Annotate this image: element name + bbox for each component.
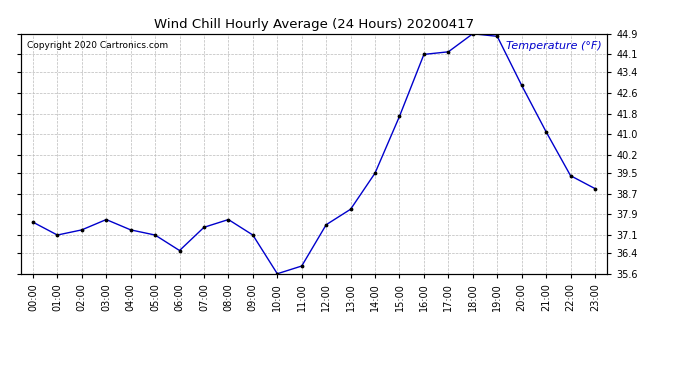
Text: Temperature (°F): Temperature (°F) bbox=[506, 41, 602, 51]
Text: Copyright 2020 Cartronics.com: Copyright 2020 Cartronics.com bbox=[26, 41, 168, 50]
Title: Wind Chill Hourly Average (24 Hours) 20200417: Wind Chill Hourly Average (24 Hours) 202… bbox=[154, 18, 474, 31]
